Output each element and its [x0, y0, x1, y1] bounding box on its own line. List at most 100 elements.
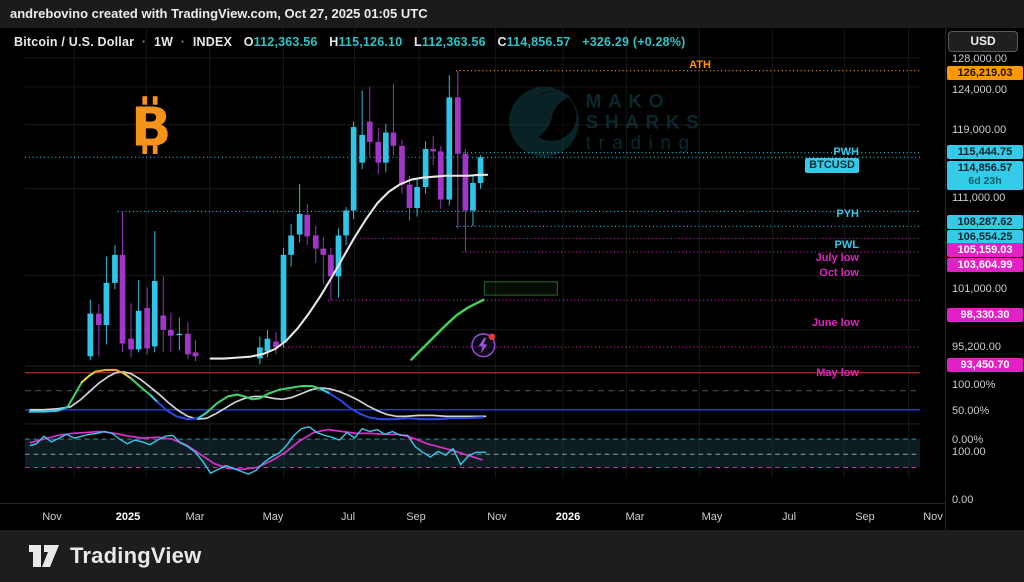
- candle: [430, 149, 437, 152]
- indicator-tick: 50.00%: [952, 405, 990, 417]
- price-badge-july-low: 105,159.03: [947, 243, 1023, 258]
- oscillator-gradient-line: [328, 392, 484, 421]
- oscillator-gradient-line: [130, 377, 152, 397]
- symbol-header: Bitcoin / U.S. Dollar · 1W · INDEX O112,…: [14, 35, 686, 49]
- candle: [343, 210, 349, 236]
- bitcoin-logo-icon: [152, 145, 158, 154]
- time-label-jul: Jul: [781, 511, 797, 523]
- time-label-nov: Nov: [923, 511, 943, 523]
- time-label-sep: Sep: [406, 511, 426, 523]
- candle: [167, 329, 174, 336]
- attribution-text: andrebovino created with TradingView.com…: [10, 6, 428, 21]
- attribution-bar: andrebovino created with TradingView.com…: [0, 0, 1024, 28]
- price-tick: 95,200.00: [952, 340, 1001, 353]
- oscillator-signal-line: [29, 370, 487, 421]
- price-tick: 124,000.00: [952, 84, 1008, 97]
- price-badge-pwh: 115,444.75: [947, 144, 1023, 159]
- candle: [288, 235, 294, 255]
- oscillator-gradient-line: [80, 370, 97, 384]
- bitcoin-logo-icon: B: [131, 96, 171, 158]
- candle: [87, 313, 94, 357]
- candle: [160, 315, 167, 330]
- price-badge-oct-low: 103,604.99: [947, 257, 1023, 272]
- time-label-may: May: [262, 511, 284, 523]
- candle: [144, 307, 150, 349]
- candle: [192, 352, 199, 357]
- current-price-value: 114,856.57: [957, 161, 1013, 174]
- high-label: H: [329, 35, 339, 49]
- price-badge-ath: 126,219.03: [947, 65, 1023, 80]
- time-label-sep: Sep: [855, 511, 875, 523]
- candle: [399, 145, 405, 185]
- candle: [382, 132, 389, 163]
- price-scale[interactable]: 128,000.00 124,000.00 119,000.00 111,000.00…: [945, 28, 1024, 530]
- interval-label[interactable]: 1W: [153, 35, 174, 49]
- chart-canvas[interactable]: MAKO SHARKS trading B: [0, 28, 945, 503]
- lightning-event-icon[interactable]: [471, 333, 496, 358]
- indicator-tick: 0.00%: [952, 434, 984, 446]
- watermark-shark-icon: [521, 91, 571, 139]
- price-badge-may-low: 93,450.70: [947, 357, 1023, 372]
- candle: [312, 235, 319, 249]
- candle: [335, 235, 342, 277]
- green-target-box: [483, 281, 558, 296]
- candle: [390, 132, 397, 146]
- open-label: O: [243, 35, 254, 49]
- candle: [414, 187, 420, 208]
- close-value: 114,856.57: [506, 35, 571, 49]
- notification-dot: [488, 333, 496, 341]
- indicator-tick: 0.00: [952, 494, 974, 506]
- low-value: 112,363.56: [421, 35, 486, 49]
- time-label-2026: 2026: [555, 511, 581, 523]
- price-tick: 119,000.00: [952, 124, 1007, 137]
- time-label-mar: Mar: [185, 511, 205, 523]
- time-label-nov: Nov: [487, 511, 507, 523]
- candle: [366, 121, 373, 142]
- candle: [406, 184, 413, 208]
- footer-bar: TradingView: [0, 530, 1024, 582]
- time-axis[interactable]: Nov 2025 Mar May Jul Sep Nov 2026 Mar May Jul Sep No…: [0, 503, 945, 530]
- price-badge-pyh: 108,287.62: [947, 214, 1023, 229]
- watermark-text: SHARKS: [586, 112, 706, 133]
- change-value: +326.29 (+0.28%): [582, 35, 686, 49]
- bitcoin-logo-icon: [152, 96, 158, 105]
- candle: [176, 333, 183, 336]
- open-value: 112,363.56: [253, 35, 318, 49]
- bitcoin-logo-icon: [142, 145, 148, 154]
- price-tick: 128,000.00: [952, 53, 1008, 66]
- time-label-nov: Nov: [42, 511, 62, 523]
- candle: [320, 248, 327, 255]
- candle: [470, 182, 476, 211]
- candle: [151, 280, 158, 347]
- oscillator-gradient-line: [94, 368, 126, 375]
- time-label-jul: Jul: [340, 511, 356, 523]
- feed-label: INDEX: [192, 35, 233, 49]
- candle: [477, 157, 484, 183]
- tradingview-logo[interactable]: TradingView: [28, 541, 201, 571]
- oscillator-gradient-line: [205, 384, 322, 414]
- candle: [112, 254, 118, 283]
- tradingview-brand-text: TradingView: [70, 543, 202, 568]
- symbol-title[interactable]: Bitcoin / U.S. Dollar: [14, 35, 135, 49]
- candle: [304, 214, 311, 237]
- price-tick: 101,000.00: [952, 283, 1008, 296]
- candle: [135, 310, 142, 350]
- time-label-may: May: [701, 511, 723, 523]
- oscillator-gradient-line: [156, 401, 200, 421]
- candle: [296, 213, 303, 235]
- currency-toggle-button[interactable]: USD: [948, 31, 1018, 52]
- candles-layer: [87, 70, 484, 365]
- candle: [128, 338, 134, 350]
- candle: [446, 97, 453, 200]
- candle: [185, 333, 191, 355]
- oscillator-gradient-line: [149, 394, 159, 404]
- separator-dot: ·: [141, 35, 147, 49]
- candle: [96, 313, 102, 326]
- close-label: C: [497, 35, 507, 49]
- watermark-text: MAKO: [586, 92, 670, 113]
- tradingview-mark-icon: [29, 545, 59, 567]
- bar-countdown: 6d 23h: [968, 174, 1002, 187]
- candle: [328, 254, 334, 277]
